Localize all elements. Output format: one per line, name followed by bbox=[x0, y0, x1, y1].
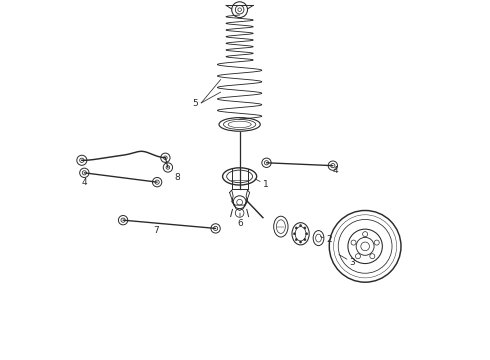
Circle shape bbox=[294, 233, 295, 235]
Circle shape bbox=[304, 227, 306, 229]
Circle shape bbox=[295, 227, 297, 229]
Circle shape bbox=[304, 239, 306, 241]
Text: 2: 2 bbox=[320, 235, 332, 244]
Circle shape bbox=[299, 225, 302, 226]
Text: 6: 6 bbox=[237, 213, 243, 228]
Circle shape bbox=[306, 233, 308, 235]
Text: 1: 1 bbox=[255, 179, 269, 189]
Text: 8: 8 bbox=[174, 174, 180, 183]
Circle shape bbox=[295, 239, 297, 241]
Text: 7: 7 bbox=[153, 226, 159, 235]
Circle shape bbox=[299, 241, 302, 243]
Text: 4: 4 bbox=[81, 178, 87, 187]
Text: 3: 3 bbox=[339, 255, 355, 267]
Text: 5: 5 bbox=[193, 99, 198, 108]
Text: 4: 4 bbox=[333, 166, 338, 175]
